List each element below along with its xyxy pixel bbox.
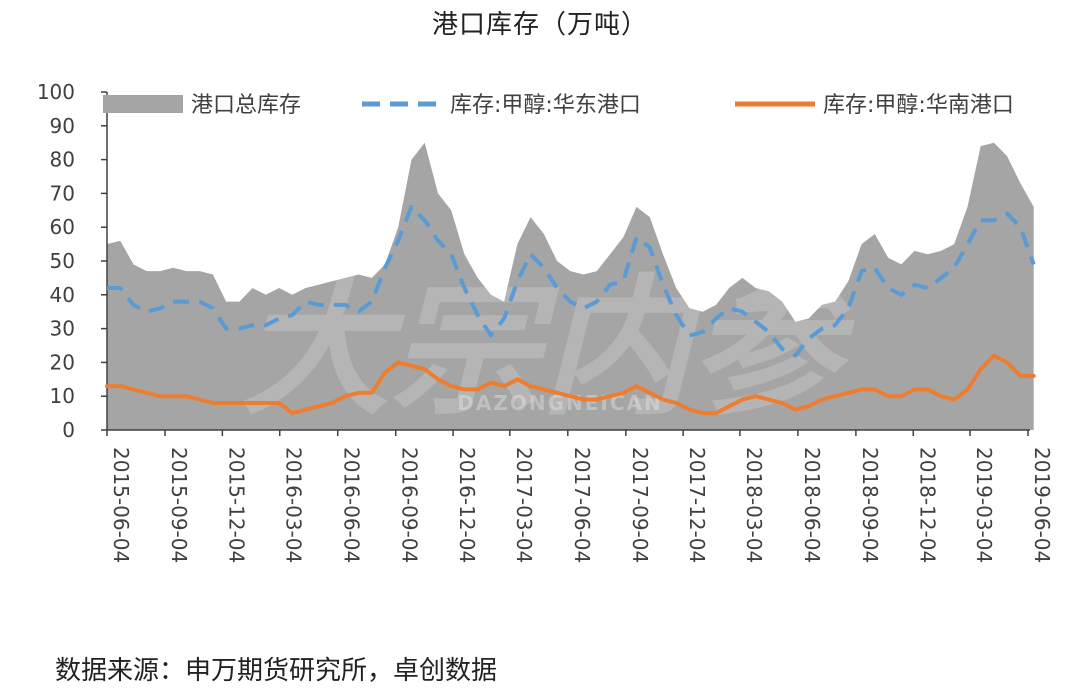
x-tick-label: 2016-06-04 — [340, 447, 364, 563]
x-tick-label: 2018-12-04 — [915, 447, 939, 563]
y-tick-label: 70 — [50, 181, 75, 205]
data-source-note: 数据来源：申万期货研究所，卓创数据 — [55, 656, 498, 686]
legend-label: 库存:甲醇:华东港口 — [450, 93, 641, 118]
x-tick-label: 2016-03-04 — [282, 447, 306, 563]
y-tick-label: 50 — [50, 249, 75, 273]
series-area-total-inventory — [107, 142, 1034, 430]
y-tick-label: 10 — [50, 384, 75, 408]
x-tick-label: 2018-03-04 — [742, 447, 766, 563]
axes: 0 10 20 30 40 50 60 70 80 90 100 2015-06-04 2015-09-… — [37, 80, 1054, 563]
series-line-south-china — [105, 353, 1036, 416]
y-tick-label: 20 — [50, 350, 75, 374]
legend-swatch-area — [103, 95, 183, 113]
x-tick-label: 2019-06-04 — [1030, 447, 1054, 563]
x-tick-label: 2015-12-04 — [224, 447, 248, 563]
line-layer — [105, 204, 1036, 416]
y-tick-label: 60 — [50, 215, 75, 239]
y-tick-label: 30 — [50, 317, 75, 341]
x-tick-label: 2015-06-04 — [109, 447, 133, 563]
y-tick-label: 100 — [37, 80, 75, 104]
area-layer — [107, 142, 1034, 430]
x-tick-label: 2016-12-04 — [455, 447, 479, 563]
y-tick-label: 40 — [50, 283, 75, 307]
legend-label: 港口总库存 — [191, 93, 301, 118]
x-tick-label: 2017-06-04 — [570, 447, 594, 563]
x-tick-label: 2017-12-04 — [685, 447, 709, 563]
x-tick-label: 2016-09-04 — [398, 447, 422, 563]
y-tick-label: 80 — [50, 148, 75, 172]
y-tick-label: 90 — [50, 114, 75, 138]
watermark-text: 大宗内参 — [240, 262, 855, 436]
legend-label: 库存:甲醇:华南港口 — [823, 93, 1014, 118]
legend: 港口总库存 库存:甲醇:华东港口 库存:甲醇:华南港口 — [103, 93, 1014, 118]
y-tick-label: 0 — [62, 418, 75, 442]
x-tick-label: 2019-03-04 — [972, 447, 996, 563]
x-tick-label: 2018-06-04 — [800, 447, 824, 563]
chart-title: 港口库存（万吨） — [431, 10, 648, 40]
x-tick-label: 2017-03-04 — [512, 447, 536, 563]
x-tick-label: 2018-09-04 — [858, 447, 882, 563]
series-line-east-china — [107, 204, 1036, 358]
x-tick-label: 2015-09-04 — [167, 447, 191, 563]
x-tick-label: 2017-09-04 — [628, 447, 652, 563]
